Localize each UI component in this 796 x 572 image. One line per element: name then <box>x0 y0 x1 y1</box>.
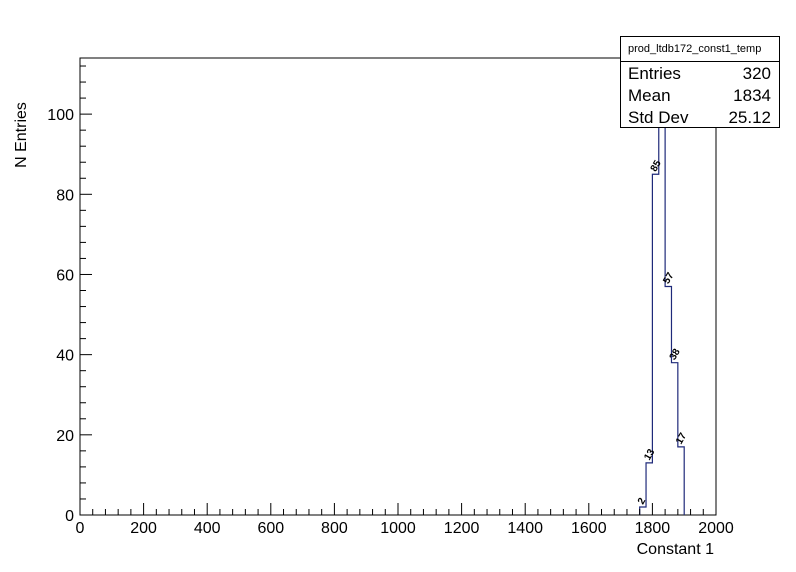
stats-row-mean: Mean 1834 <box>621 84 779 106</box>
x-tick-label: 800 <box>321 520 348 537</box>
x-tick-label: 400 <box>194 520 221 537</box>
y-axis-label: N Entries <box>13 102 30 168</box>
x-tick-label: 1200 <box>444 520 480 537</box>
histogram-bin <box>646 463 652 515</box>
x-tick-label: 1800 <box>635 520 671 537</box>
bin-value-label: 57 <box>661 270 676 286</box>
x-tick-label: 2000 <box>698 520 734 537</box>
stats-value: 320 <box>742 64 771 83</box>
stats-row-entries: Entries 320 <box>621 62 779 84</box>
stats-label: Std Dev <box>628 108 689 127</box>
bin-value-label: 17 <box>674 431 689 447</box>
histogram-bin <box>652 174 658 515</box>
stats-label: Mean <box>628 86 671 105</box>
stats-title: prod_ltdb172_const1_temp <box>621 37 779 62</box>
x-tick-label: 1600 <box>571 520 607 537</box>
stats-row-stddev: Std Dev 25.12 <box>621 106 779 128</box>
stats-value: 1834 <box>733 86 771 105</box>
y-tick-label: 80 <box>56 187 74 204</box>
histogram-bin <box>665 287 671 516</box>
y-tick-label: 40 <box>56 348 74 365</box>
x-tick-label: 200 <box>130 520 157 537</box>
x-tick-label: 1400 <box>507 520 543 537</box>
bin-value-label: 38 <box>668 347 683 363</box>
histogram-bin <box>640 507 646 515</box>
x-tick-label: 1000 <box>380 520 416 537</box>
bin-value-label: 13 <box>642 447 657 463</box>
bin-value-label: 2 <box>636 496 649 507</box>
x-tick-label: 0 <box>76 520 85 537</box>
stats-value: 25.12 <box>728 108 771 127</box>
y-tick-label: 0 <box>65 508 74 525</box>
y-tick-label: 100 <box>47 107 74 124</box>
histogram-bin <box>678 447 684 515</box>
stats-box: prod_ltdb172_const1_temp Entries 320 Mea… <box>620 36 780 128</box>
y-tick-label: 60 <box>56 267 74 284</box>
y-tick-label: 20 <box>56 428 74 445</box>
x-axis-label: Constant 1 <box>637 541 714 558</box>
bin-value-label: 85 <box>649 158 664 174</box>
stats-label: Entries <box>628 64 681 83</box>
x-tick-label: 600 <box>257 520 284 537</box>
histogram-bin <box>659 82 665 515</box>
